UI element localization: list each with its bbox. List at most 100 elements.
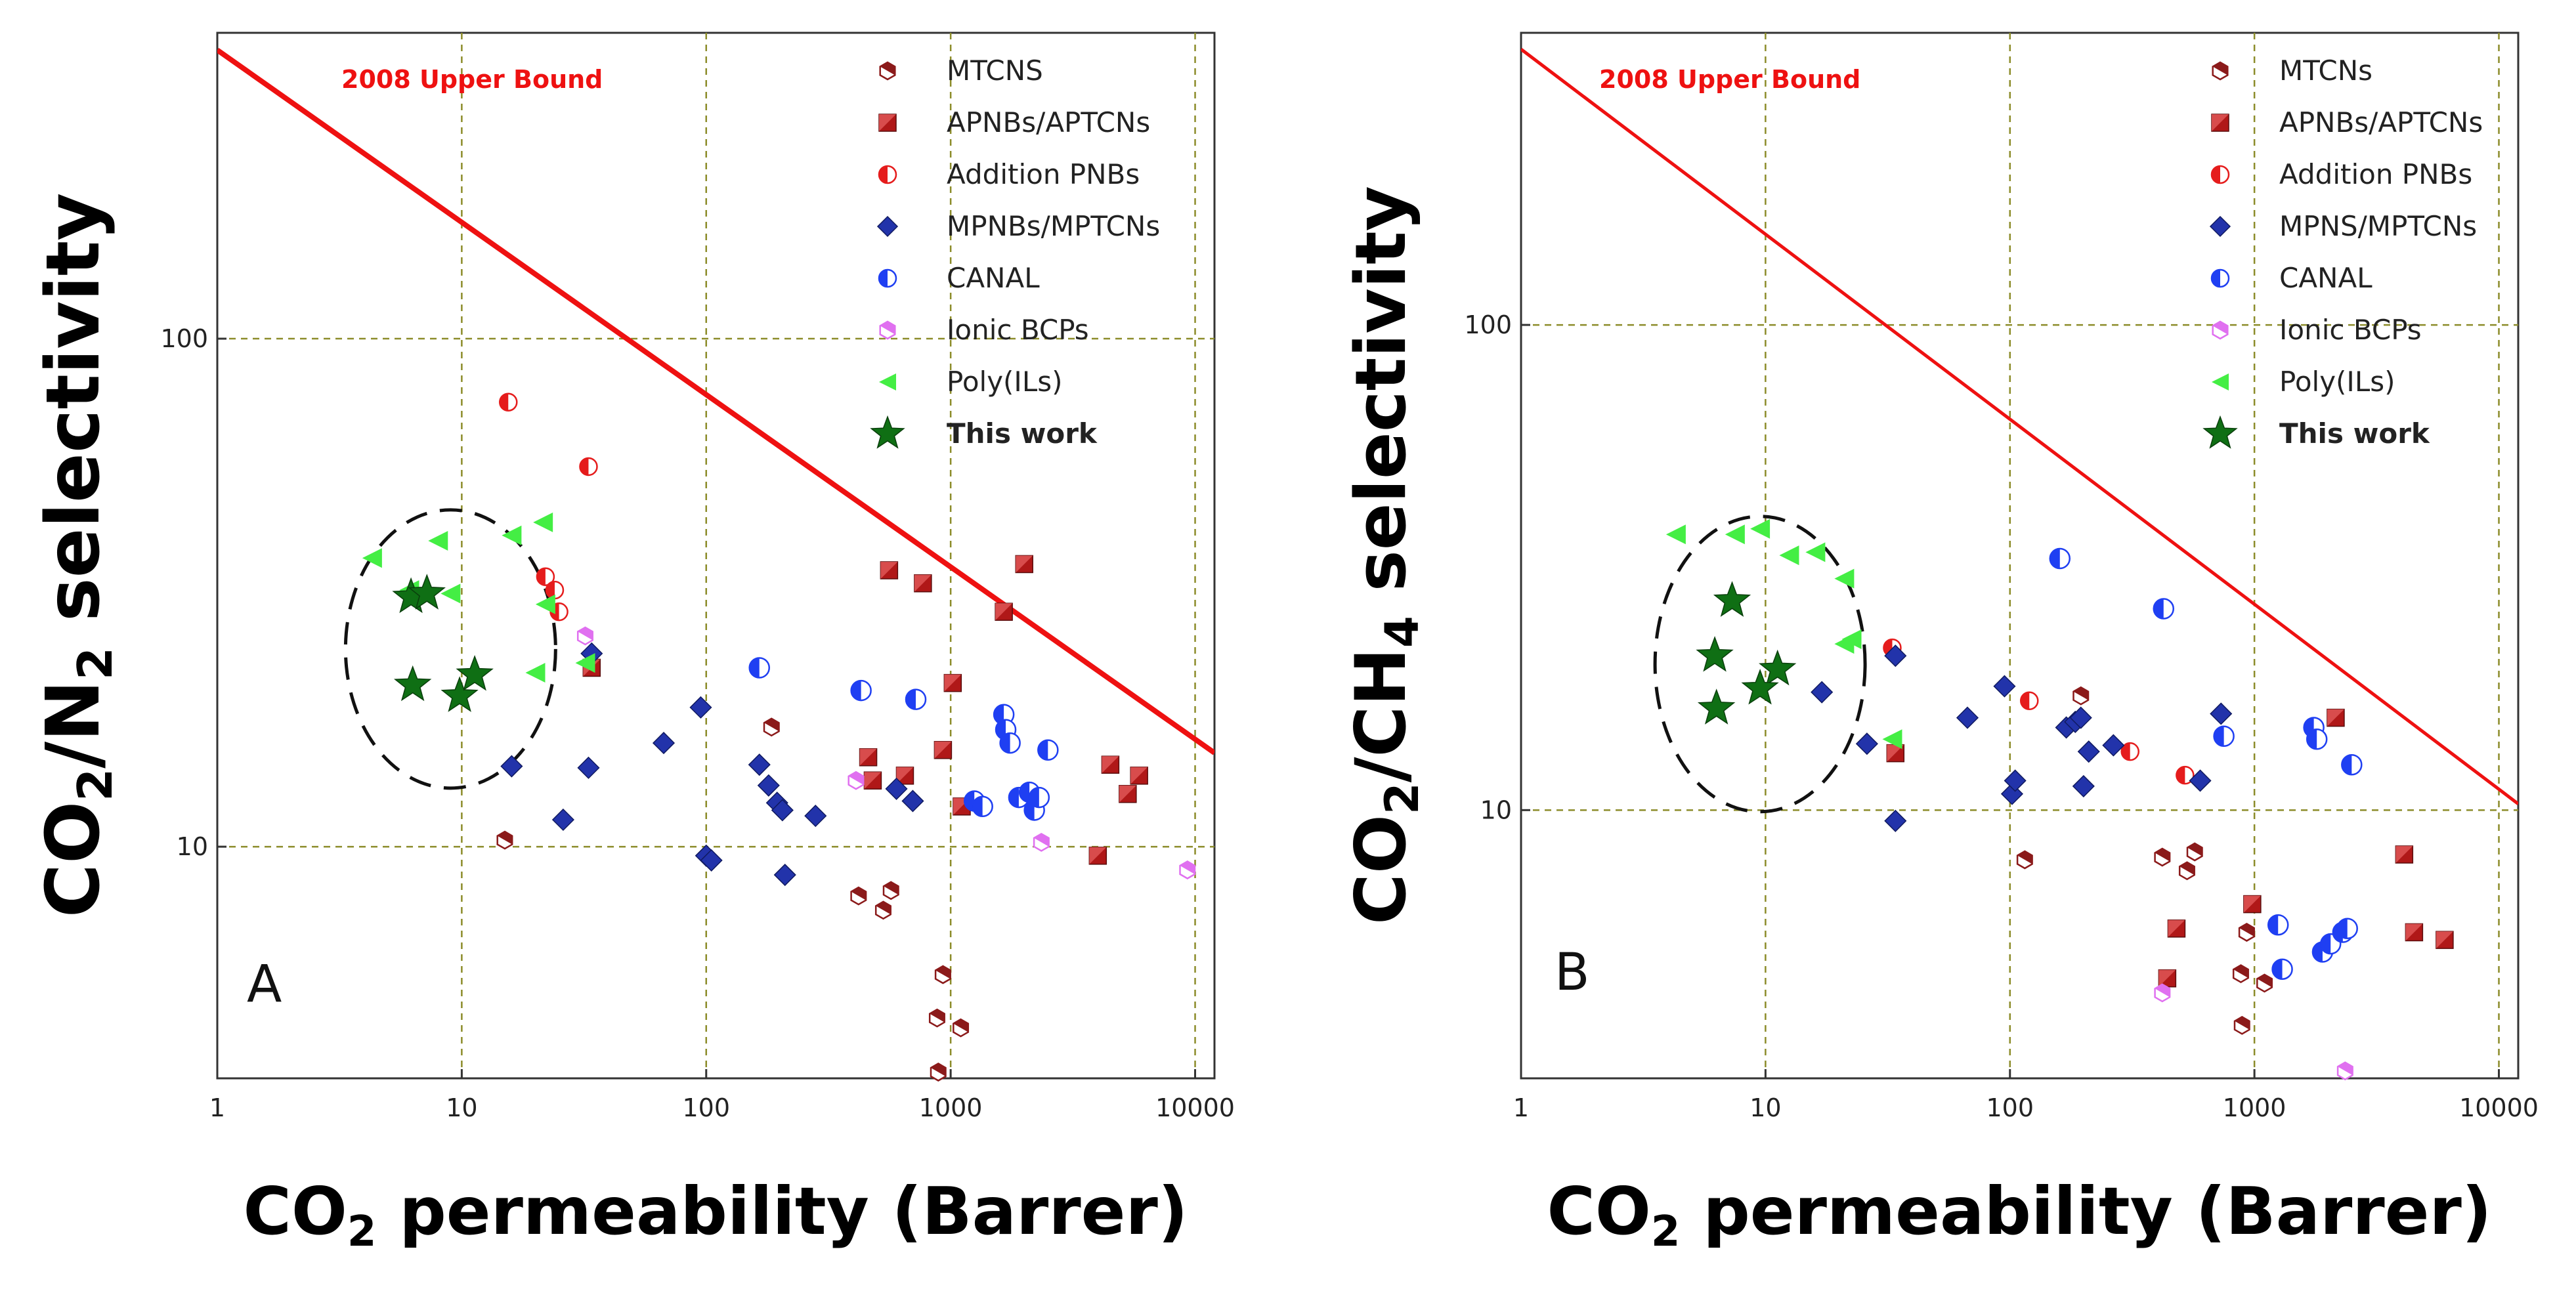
point-mtcns <box>934 965 951 984</box>
point-poly-ils <box>1834 634 1855 654</box>
point-poly-ils <box>533 512 553 532</box>
chart-panel-b: 1 10 100 1000 10000 10 100 2008 Upper Bound B… <box>1341 32 2539 1256</box>
point-mpns-mptcns <box>1855 732 1878 755</box>
y-title-sub1-a: 2 <box>68 769 123 801</box>
point-canal <box>2267 914 2289 936</box>
point-mpnbs-mptcns <box>748 753 771 776</box>
y-title-rest-b: selectivity <box>1341 186 1421 616</box>
point-ionic-bcps <box>1033 832 1050 852</box>
x-tick-label: 100 <box>682 1093 730 1122</box>
series-poly-ils <box>1665 518 1902 750</box>
point-apnbs-aptcns <box>863 771 882 790</box>
highlight-ellipse-a <box>343 508 557 790</box>
legend-label-mtcns: MTCNs <box>2279 54 2372 87</box>
point-mtcns <box>496 830 513 850</box>
upper-bound-line <box>1521 48 2518 805</box>
point-mpnbs-mptcns <box>700 849 723 872</box>
y-tick-label: 100 <box>1464 310 1512 339</box>
point-apnbs-aptcns <box>1119 784 1137 803</box>
point-mtcns <box>930 1063 947 1082</box>
point-mpns-mptcns <box>1993 675 2016 698</box>
point-this-work <box>456 654 494 691</box>
point-canal <box>2306 729 2328 750</box>
point-apnbs-aptcns <box>859 748 878 767</box>
point-this-work <box>1759 649 1797 686</box>
legend-marker-mtcns <box>2212 61 2229 81</box>
point-mtcns <box>2256 973 2273 993</box>
series-mpns-mptcns <box>1811 644 2233 832</box>
point-ionic-bcps <box>576 626 593 646</box>
series-canal <box>748 657 1059 821</box>
legend-marker-apnbs-aptcns <box>2211 114 2229 132</box>
plot-frame-b <box>1520 32 2520 1080</box>
point-apnbs-aptcns <box>914 574 932 593</box>
legend-marker-this-work <box>870 415 905 449</box>
point-apnbs-aptcns <box>1886 744 1905 763</box>
point-mpnbs-mptcns <box>689 696 712 719</box>
point-apnbs-aptcns <box>2395 845 2414 864</box>
point-canal <box>999 732 1021 754</box>
point-apnbs-aptcns <box>1130 767 1148 785</box>
point-this-work <box>1741 669 1779 705</box>
legend-marker-ionic-bcps <box>2212 320 2229 340</box>
legend-label-mpns-mptcns: MPNS/MPTCNs <box>2279 210 2477 242</box>
legend-marker-canal <box>878 268 897 288</box>
point-mpns-mptcns <box>2077 740 2100 763</box>
point-poly-ils <box>1805 542 1826 562</box>
x-tick-label: 1000 <box>2223 1093 2286 1122</box>
series-mpnbs-mptcns <box>500 642 924 887</box>
data-marks-b <box>1665 518 2454 1081</box>
point-apnbs-aptcns <box>1101 755 1120 774</box>
point-mtcns <box>2232 964 2249 984</box>
point-canal <box>1037 739 1059 761</box>
x-ticks-b: 1 10 100 1000 10000 <box>1513 1069 2539 1122</box>
point-mtcns <box>2072 686 2090 706</box>
point-canal <box>2336 918 2358 940</box>
x-tick-label: 10 <box>1750 1093 1781 1122</box>
y-title-sub1-b: 2 <box>1375 782 1429 814</box>
series-this-work <box>1696 581 1797 725</box>
point-mpnbs-mptcns <box>804 805 827 828</box>
point-poly-ils <box>575 653 595 673</box>
x-tick-label: 10000 <box>1155 1093 1235 1122</box>
x-tick-label: 1 <box>1513 1093 1529 1122</box>
x-title-co-a: CO <box>243 1173 347 1250</box>
y-title-rest-a: selectivity <box>31 193 116 647</box>
legend-label-poly-ils: Poly(ILs) <box>2279 366 2395 398</box>
point-mpnbs-mptcns <box>771 799 794 822</box>
legend-label-canal: CANAL <box>947 262 1040 294</box>
point-apnbs-aptcns <box>1015 555 1033 574</box>
point-mpns-mptcns <box>1884 644 1907 667</box>
legend-marker-mpns-mptcns <box>2209 215 2231 238</box>
point-poly-ils <box>1750 518 1771 539</box>
point-this-work <box>1713 581 1751 617</box>
series-addition-pnbs <box>1883 638 2195 785</box>
point-canal <box>2271 958 2293 980</box>
y-axis-title-b: CO2/CH4 selectivity <box>1341 186 1429 925</box>
point-canal <box>850 679 872 702</box>
point-mtcns <box>882 881 899 900</box>
x-title-sub-b: 2 <box>1651 1208 1681 1256</box>
grid-b <box>1521 33 2518 1078</box>
x-axis-title-b: CO2 permeability (Barrer) <box>1547 1173 2491 1256</box>
legend-label-ionic-bcps: Ionic BCPs <box>2279 314 2422 346</box>
point-mtcns <box>2186 842 2203 862</box>
x-tick-label: 1 <box>209 1093 225 1122</box>
point-mtcns <box>953 1018 970 1038</box>
point-addition-pnbs <box>579 457 598 476</box>
y-title-mid-b: /CH <box>1341 648 1421 782</box>
y-ticks-a: 10 100 <box>160 324 226 861</box>
point-apnbs-aptcns <box>880 561 899 580</box>
point-mtcns <box>2154 847 2171 867</box>
point-mtcns <box>928 1008 945 1028</box>
point-addition-pnbs <box>2019 691 2039 711</box>
point-mpns-mptcns <box>1811 681 1834 704</box>
legend-label-addition-pnbs: Addition PNBs <box>947 158 1140 190</box>
upper-bound-line <box>217 47 1214 755</box>
series-apnbs-aptcns <box>582 555 1148 865</box>
point-canal <box>2341 754 2363 776</box>
point-apnbs-aptcns <box>2167 919 2186 938</box>
legend-label-ionic-bcps: Ionic BCPs <box>947 314 1089 346</box>
legend-label-poly-ils: Poly(ILs) <box>947 366 1063 398</box>
point-poly-ils <box>502 525 522 545</box>
